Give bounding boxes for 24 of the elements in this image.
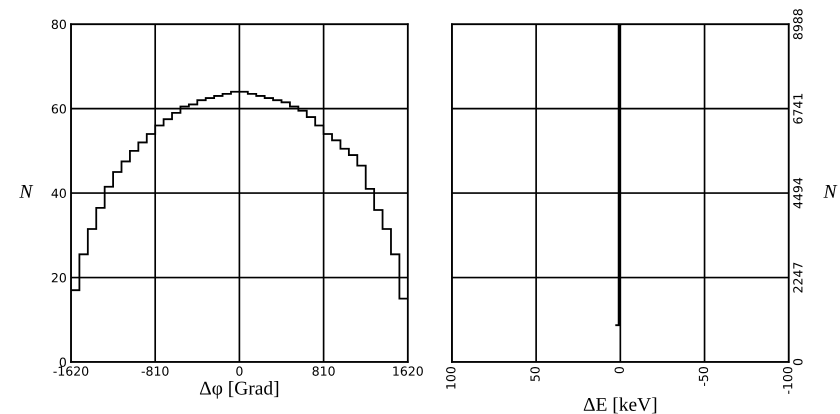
y-tick-label: 60	[52, 104, 66, 114]
x-tick-label: 0	[236, 366, 243, 376]
x-tick-label: -810	[142, 366, 169, 376]
x-tick-label: 0	[614, 367, 624, 374]
y-tick-label: 20	[52, 273, 66, 282]
y-tick-label: 40	[52, 188, 66, 198]
x-tick-label: -50	[698, 367, 708, 386]
y-tick-label: 6741	[793, 94, 803, 124]
y-axis-title: N	[823, 185, 838, 198]
y-tick-label: 0	[793, 358, 803, 366]
x-tick-label: -1620	[53, 366, 88, 376]
x-tick-label: 100	[446, 367, 456, 389]
y-tick-label: 8988	[793, 9, 803, 40]
x-axis-title: Δφ [Grad]	[200, 381, 278, 399]
y-tick-label: 2247	[793, 262, 802, 293]
x-tick-label: 810	[312, 366, 335, 376]
x-axis-title: ΔE [keV]	[584, 397, 656, 414]
y-tick-label: 80	[52, 20, 66, 30]
y-tick-label: 0	[60, 357, 66, 367]
x-tick-label: 50	[530, 367, 540, 382]
x-tick-label: 1620	[393, 366, 423, 376]
y-axis-title: N	[19, 185, 34, 198]
x-tick-label: -100	[782, 367, 792, 394]
y-tick-label: 4494	[793, 178, 803, 208]
